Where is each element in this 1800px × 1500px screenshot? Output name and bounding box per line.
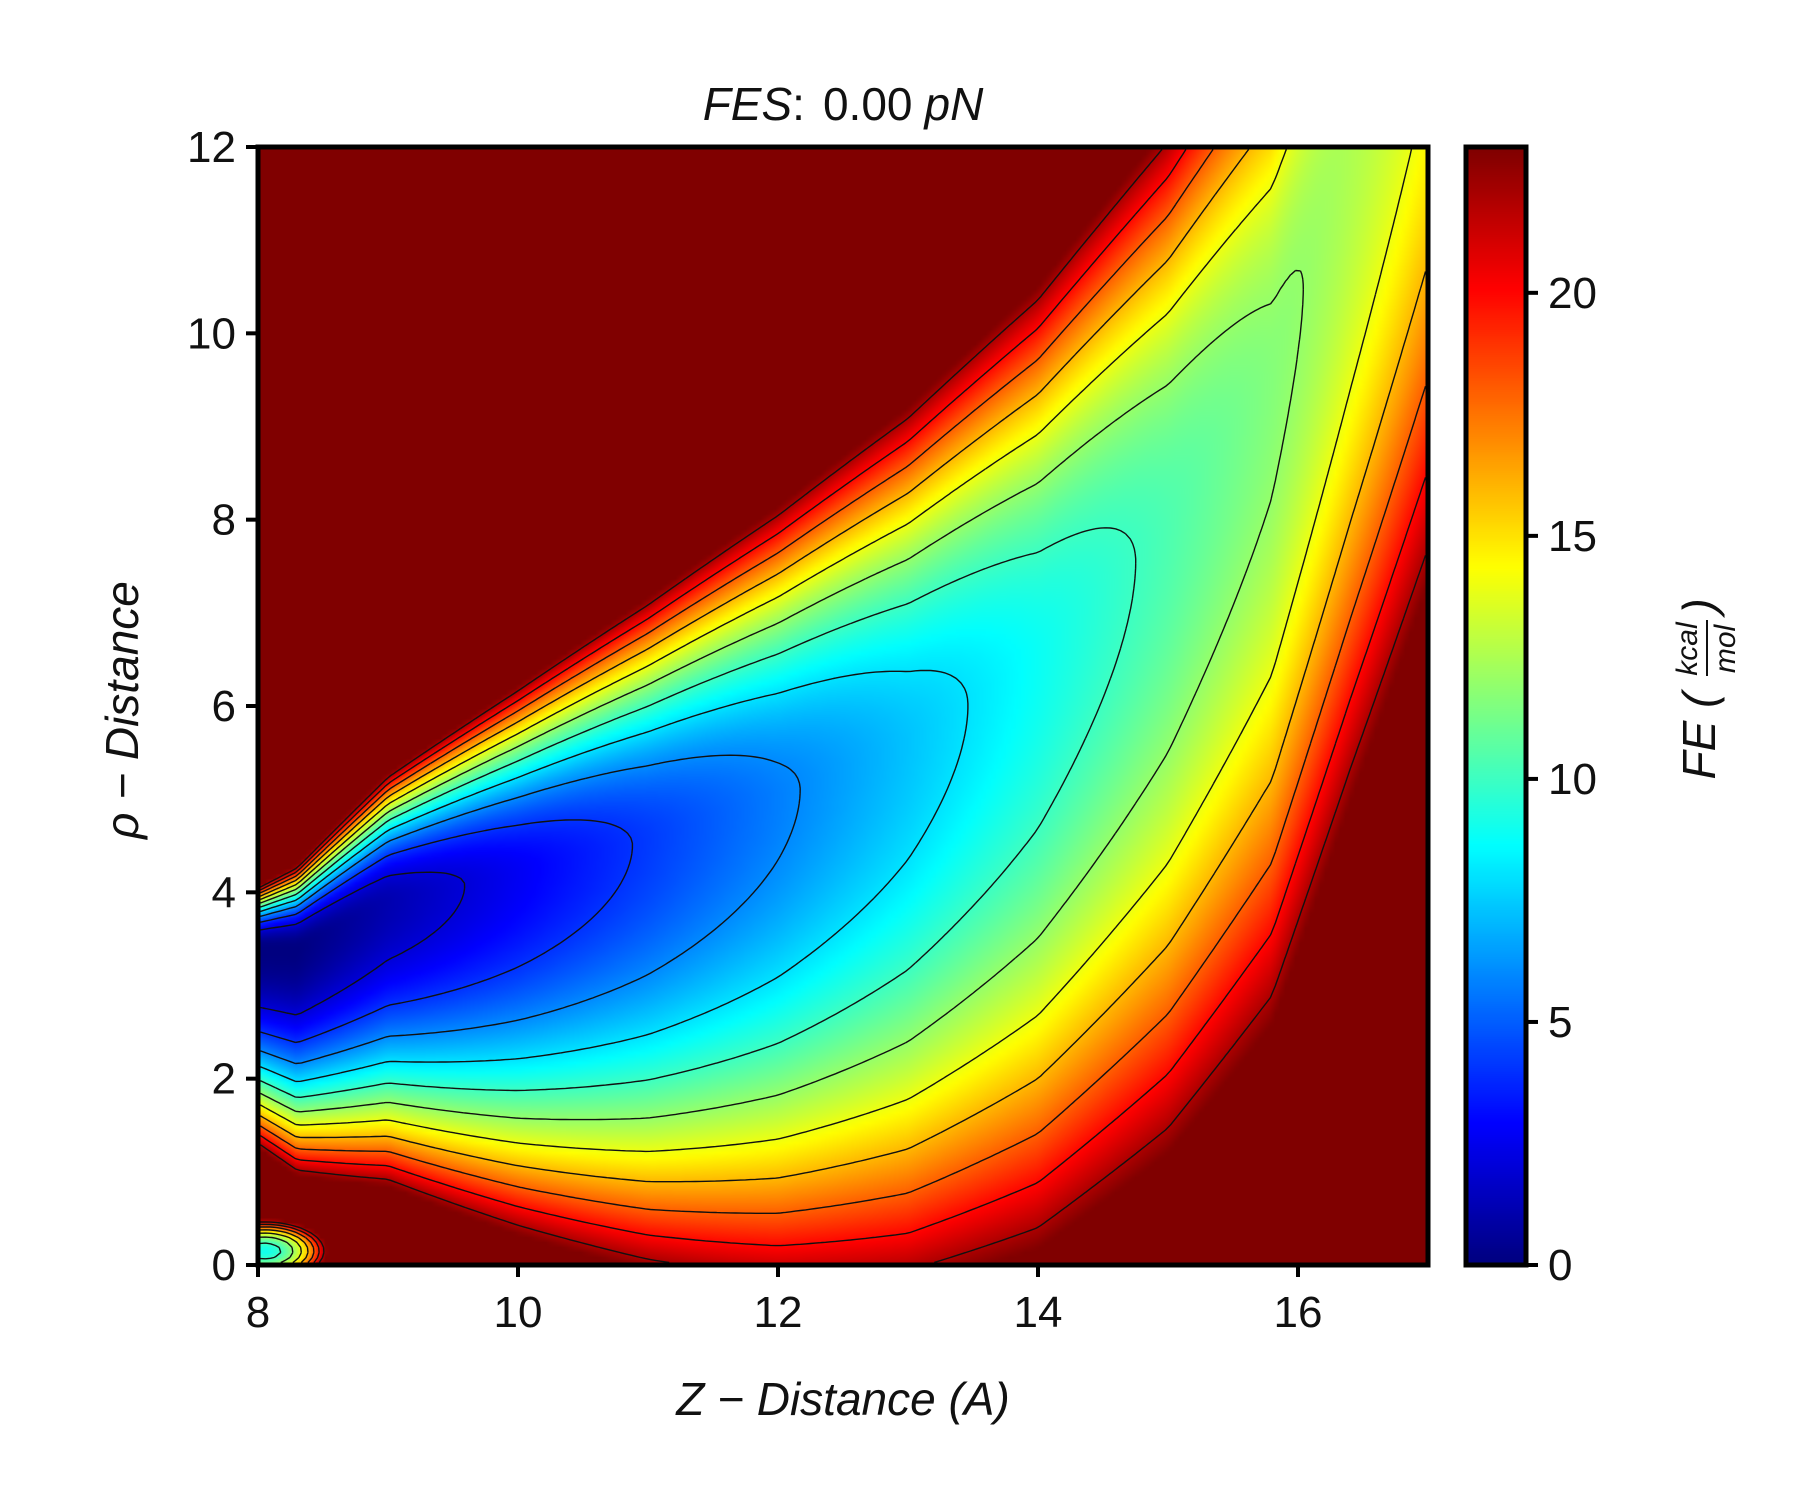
contour-level-2 [260,871,466,1016]
y-axis-label: ρ − Distance [96,581,148,841]
colorbar-tick-label: 15 [1548,512,1597,561]
colorbar-label-close: ) [1673,598,1725,618]
y-tick-label: 6 [212,682,236,731]
colorbar-tick-label: 20 [1548,269,1597,318]
y-tick-label: 12 [187,123,236,172]
x-axis-label: Z − Distance (A) [675,1373,1010,1425]
contour-level-10 [260,527,1137,1260]
contour-level-22 [260,149,1427,1264]
x-tick-label: 10 [494,1288,543,1337]
contour-level-14 [260,149,1413,1264]
plot-area [255,144,1431,1268]
colorbar-tick-label: 10 [1548,755,1597,804]
chart-title: FES: 0.00 pN [703,78,984,130]
contour-level-20 [260,149,1427,1263]
y-tick-label: 4 [212,868,236,917]
x-axis-ticks: 8 10 12 14 16 [246,1265,1323,1337]
colorbar-tick-label: 5 [1548,998,1572,1047]
contour-level-16 [260,149,1427,1263]
y-tick-label: 10 [187,309,236,358]
x-tick-label: 14 [1014,1288,1063,1337]
colorbar: 0 5 10 15 20 [1463,144,1597,1290]
colorbar-ticks: 0 5 10 15 20 [1526,269,1597,1290]
colorbar-label: FE ( kcal mol ) [1671,598,1742,779]
contour-level-12 [260,269,1304,1264]
y-tick-label: 2 [212,1055,236,1104]
y-axis-ticks: 0 2 4 6 8 10 12 [187,123,258,1290]
contour-lines [260,149,1427,1264]
colorbar-label-main: FE ( [1673,688,1725,780]
contour-level-4 [260,819,634,1044]
colorbar-frame [1463,144,1529,1268]
y-tick-label: 8 [212,496,236,545]
colorbar-gradient [1466,147,1526,1265]
x-tick-label: 8 [246,1288,270,1337]
contour-level-18 [260,149,1427,1263]
colorbar-label-numerator: kcal [1671,621,1704,676]
free-energy-heatmap [258,147,1428,1265]
colorbar-tick-label: 0 [1548,1241,1572,1290]
contour-level-6 [260,754,801,1065]
x-tick-label: 12 [754,1288,803,1337]
x-tick-label: 16 [1274,1288,1323,1337]
y-tick-label: 0 [212,1241,236,1290]
contour-level-8 [260,669,969,1083]
colorbar-label-denominator: mol [1709,623,1742,673]
